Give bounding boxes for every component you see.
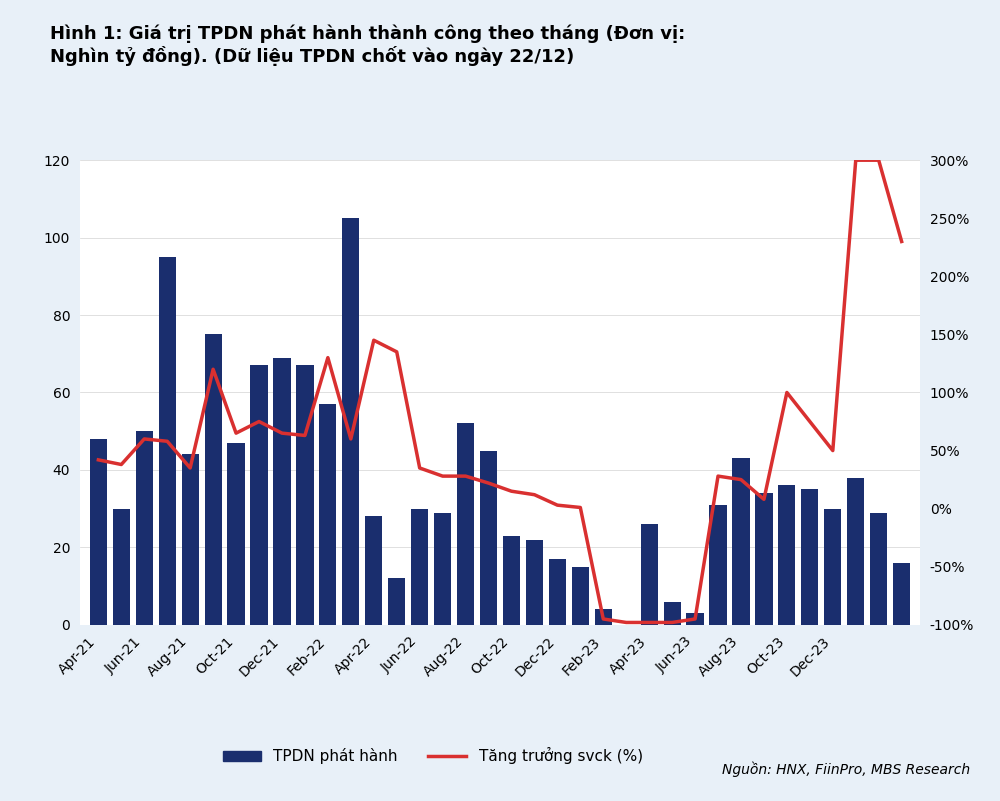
Legend: TPDN phát hành, Tăng trưởng svck (%): TPDN phát hành, Tăng trưởng svck (%)	[217, 741, 649, 771]
Bar	[526, 540, 543, 625]
Bar	[159, 257, 176, 625]
Bar	[778, 485, 795, 625]
Bar	[870, 513, 887, 625]
Bar	[572, 567, 589, 625]
Bar	[801, 489, 818, 625]
Bar	[273, 357, 291, 625]
Bar	[686, 614, 704, 625]
Bar	[732, 458, 750, 625]
Bar	[847, 477, 864, 625]
Bar	[319, 405, 336, 625]
Bar	[755, 493, 773, 625]
Bar	[250, 365, 268, 625]
Bar	[641, 524, 658, 625]
Bar	[342, 219, 359, 625]
Bar	[709, 505, 727, 625]
Bar	[480, 450, 497, 625]
Bar	[595, 610, 612, 625]
Bar	[434, 513, 451, 625]
Bar	[893, 563, 910, 625]
Text: Hình 1: Giá trị TPDN phát hành thành công theo tháng (Đơn vị:
Nghìn tỷ đồng). (D: Hình 1: Giá trị TPDN phát hành thành côn…	[50, 24, 685, 66]
Bar	[205, 335, 222, 625]
Bar	[227, 443, 245, 625]
Bar	[824, 509, 841, 625]
Bar	[549, 559, 566, 625]
Bar	[388, 578, 405, 625]
Text: Nguồn: HNX, FiinPro, MBS Research: Nguồn: HNX, FiinPro, MBS Research	[722, 762, 970, 777]
Bar	[457, 424, 474, 625]
Bar	[503, 536, 520, 625]
Bar	[136, 431, 153, 625]
Bar	[664, 602, 681, 625]
Bar	[90, 439, 107, 625]
Bar	[365, 517, 382, 625]
Bar	[113, 509, 130, 625]
Bar	[411, 509, 428, 625]
Bar	[182, 454, 199, 625]
Bar	[296, 365, 314, 625]
